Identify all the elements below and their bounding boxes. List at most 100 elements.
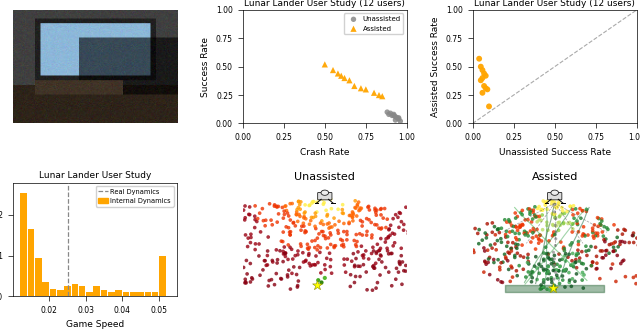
Point — [496, 260, 506, 266]
Point — [506, 245, 516, 251]
Point — [280, 251, 291, 256]
Point — [349, 280, 360, 285]
Point — [502, 234, 513, 239]
Point — [384, 226, 394, 232]
Point — [296, 241, 306, 247]
Assisted — [361, 87, 371, 92]
Point — [280, 251, 290, 256]
Bar — [100, 290, 108, 296]
Point — [307, 262, 317, 267]
Point — [293, 205, 303, 210]
Point — [376, 207, 386, 212]
Point — [382, 216, 392, 222]
Point — [483, 256, 493, 262]
Point — [517, 208, 527, 213]
Point — [511, 268, 522, 273]
Point — [301, 258, 311, 263]
Point — [399, 228, 409, 233]
Point — [628, 240, 639, 245]
Point — [577, 261, 587, 266]
Point — [578, 286, 588, 291]
Point — [351, 256, 361, 261]
Point — [564, 220, 575, 225]
Point — [570, 260, 580, 265]
Point — [300, 228, 310, 234]
Point — [326, 196, 336, 202]
Point — [247, 276, 257, 282]
Point — [318, 229, 328, 234]
Point — [538, 266, 548, 272]
Point — [349, 238, 359, 243]
Point — [619, 258, 629, 263]
Point — [326, 257, 336, 262]
Point — [545, 257, 556, 262]
Point — [496, 240, 506, 245]
Assisted — [320, 62, 330, 67]
Point — [536, 282, 546, 288]
Point — [534, 233, 545, 238]
Point — [335, 237, 346, 242]
Point — [511, 244, 521, 250]
Point — [368, 245, 378, 250]
Point — [468, 247, 479, 253]
Point — [541, 244, 551, 250]
Point — [299, 223, 309, 229]
Point — [548, 229, 559, 235]
Point — [525, 209, 535, 215]
Point — [325, 224, 335, 230]
Point — [292, 207, 302, 212]
Point — [543, 269, 554, 274]
Point — [325, 230, 335, 236]
Point — [601, 253, 611, 258]
Point — [599, 224, 609, 229]
Point — [259, 258, 269, 263]
Point — [310, 226, 321, 231]
Point — [317, 196, 328, 202]
Unassisted — [390, 117, 401, 123]
Point — [404, 225, 414, 230]
Point — [322, 214, 332, 219]
Point — [598, 234, 609, 239]
Point — [292, 212, 302, 217]
Point — [558, 246, 568, 251]
Point — [337, 243, 347, 248]
Point — [397, 282, 407, 287]
Point — [531, 214, 541, 219]
Point — [519, 231, 529, 236]
X-axis label: Crash Rate: Crash Rate — [300, 148, 349, 157]
Point — [575, 206, 585, 211]
Point — [240, 215, 250, 220]
Point — [593, 215, 603, 220]
Point — [504, 217, 514, 222]
Point — [559, 220, 569, 225]
Point — [573, 251, 583, 256]
Point — [563, 221, 573, 226]
Point — [559, 248, 570, 253]
Point — [312, 247, 323, 252]
Point — [542, 287, 552, 292]
Point — [536, 207, 547, 212]
Point — [273, 211, 284, 216]
Point — [271, 204, 282, 209]
Point — [326, 206, 337, 211]
Point — [579, 224, 589, 229]
Point — [342, 232, 352, 237]
Point — [294, 199, 304, 204]
Point — [596, 216, 607, 222]
Point — [320, 234, 330, 239]
Point — [272, 204, 282, 210]
Point — [339, 229, 349, 234]
Point — [610, 240, 620, 245]
Point — [525, 212, 535, 217]
Point — [283, 257, 293, 262]
Point — [357, 232, 367, 238]
Point — [313, 260, 323, 265]
Point — [339, 244, 349, 249]
Point — [552, 275, 563, 280]
Point — [511, 215, 521, 221]
Point — [255, 273, 265, 278]
Point — [542, 199, 552, 204]
Point — [290, 253, 300, 258]
Point — [500, 232, 511, 237]
Point — [390, 277, 401, 282]
